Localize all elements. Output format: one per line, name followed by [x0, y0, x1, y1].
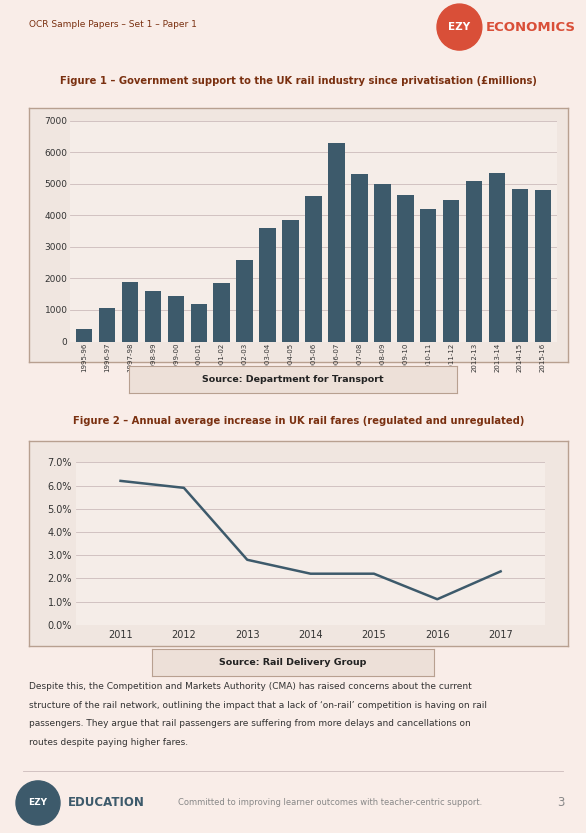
Text: Source: Department for Transport: Source: Department for Transport	[202, 375, 384, 384]
Bar	[420, 209, 437, 342]
Text: OCR Sample Papers – Set 1 – Paper 1: OCR Sample Papers – Set 1 – Paper 1	[29, 20, 197, 29]
Text: 3: 3	[558, 796, 565, 810]
Bar	[168, 296, 184, 342]
Bar	[190, 304, 207, 342]
Circle shape	[437, 4, 482, 50]
Bar	[466, 181, 482, 342]
Bar	[374, 184, 391, 342]
Text: Committed to improving learner outcomes with teacher-centric support.: Committed to improving learner outcomes …	[178, 799, 482, 807]
Bar	[328, 143, 345, 342]
Bar	[489, 172, 505, 342]
Bar	[145, 291, 161, 342]
Bar	[397, 195, 414, 342]
Text: EDUCATION: EDUCATION	[68, 796, 145, 810]
Bar	[76, 329, 93, 342]
Bar	[282, 220, 299, 342]
Bar	[236, 260, 253, 342]
Bar	[443, 200, 459, 342]
Text: Figure 1 – Government support to the UK rail industry since privatisation (£mill: Figure 1 – Government support to the UK …	[60, 76, 537, 87]
Bar	[351, 174, 367, 342]
Text: structure of the rail network, outlining the impact that a lack of ‘on-rail’ com: structure of the rail network, outlining…	[29, 701, 488, 710]
Bar	[99, 308, 115, 342]
Text: routes despite paying higher fares.: routes despite paying higher fares.	[29, 738, 189, 746]
Bar	[260, 228, 276, 342]
Circle shape	[16, 781, 60, 825]
Text: passengers. They argue that rail passengers are suffering from more delays and c: passengers. They argue that rail passeng…	[29, 719, 471, 728]
Text: EZY: EZY	[448, 22, 471, 32]
Bar	[534, 190, 551, 342]
Text: EZY: EZY	[29, 799, 47, 807]
Bar	[512, 188, 528, 342]
Text: Source: Rail Delivery Group: Source: Rail Delivery Group	[219, 658, 367, 667]
Text: ECONOMICS: ECONOMICS	[486, 21, 576, 33]
Bar	[122, 282, 138, 342]
Bar	[213, 283, 230, 342]
Text: Despite this, the Competition and Markets Authority (CMA) has raised concerns ab: Despite this, the Competition and Market…	[29, 682, 472, 691]
Bar	[305, 197, 322, 342]
Text: Figure 2 – Annual average increase in UK rail fares (regulated and unregulated): Figure 2 – Annual average increase in UK…	[73, 416, 524, 426]
